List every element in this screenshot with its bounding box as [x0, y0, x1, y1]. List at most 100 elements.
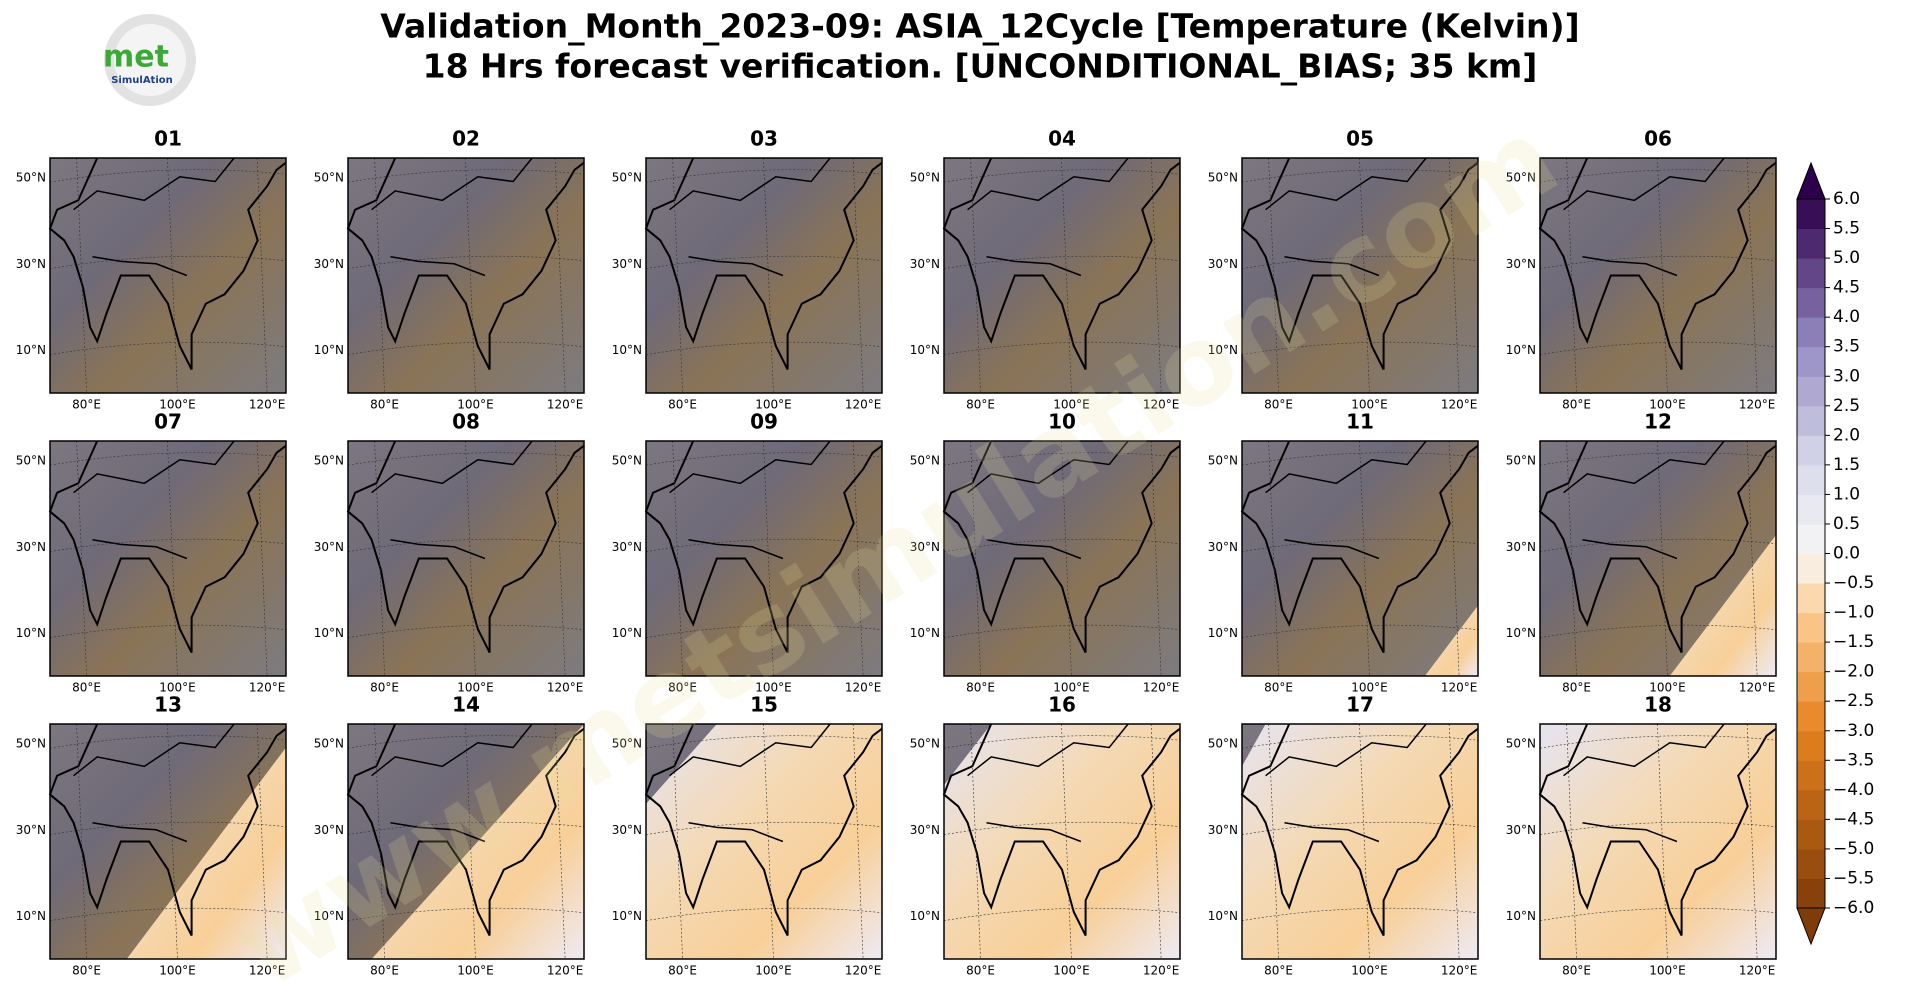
border — [371, 440, 533, 494]
lon-label: 120°E — [1739, 681, 1776, 695]
panel-title: 04 — [1048, 127, 1076, 151]
lon-label: 120°E — [1441, 964, 1478, 978]
graticule — [1539, 624, 1777, 639]
logo-word: met — [103, 40, 169, 75]
colorbar-band — [1797, 228, 1825, 259]
lat-label: 30°N — [612, 540, 642, 554]
panel-title: 16 — [1048, 693, 1076, 717]
border — [1582, 821, 1678, 843]
graticule — [347, 452, 585, 466]
colorbar-tick-label: −1.5 — [1833, 632, 1874, 652]
graticule — [1539, 821, 1777, 835]
logo-sub: SimulAtion — [111, 75, 173, 86]
colorbar-band — [1797, 583, 1825, 614]
lon-label: 120°E — [1143, 681, 1180, 695]
map-panel: 13 50°N 30°N 10°N 80°E 100°E 120°E — [16, 693, 287, 978]
lon-label: 80°E — [1264, 681, 1293, 695]
graticule — [943, 255, 1181, 269]
graticule — [672, 723, 683, 960]
panel-title: 14 — [452, 693, 480, 717]
graticule — [1539, 538, 1777, 552]
colorbar-tick-label: 4.5 — [1833, 278, 1860, 298]
graticule — [1746, 157, 1758, 394]
map-field-light — [944, 724, 1180, 959]
border — [986, 255, 1082, 277]
graticule — [1539, 452, 1777, 466]
lon-label: 100°E — [755, 398, 792, 412]
lat-label: 10°N — [910, 343, 940, 357]
lat-label: 50°N — [1208, 171, 1238, 185]
border — [688, 255, 784, 277]
colorbar-band — [1797, 848, 1825, 879]
map-field-light — [1540, 724, 1776, 959]
border — [688, 821, 784, 843]
graticule — [1359, 440, 1370, 677]
lon-label: 80°E — [966, 681, 995, 695]
lat-label: 50°N — [1208, 454, 1238, 468]
graticule — [645, 907, 883, 922]
panel-title: 09 — [750, 410, 778, 434]
map-field — [348, 441, 584, 676]
graticule — [672, 157, 683, 394]
lon-label: 80°E — [668, 964, 697, 978]
colorbar-tick-label: −6.0 — [1833, 898, 1874, 918]
border — [688, 538, 784, 560]
graticule — [1566, 440, 1577, 677]
logo: met SimulAtion — [103, 14, 196, 106]
colorbar-tick-label: 5.5 — [1833, 219, 1860, 239]
lat-label: 50°N — [16, 454, 46, 468]
graticule — [76, 157, 87, 394]
coastline — [1538, 723, 1777, 936]
lon-label: 100°E — [1649, 398, 1686, 412]
graticule — [1448, 723, 1460, 960]
graticule — [970, 157, 981, 394]
graticule — [1241, 624, 1479, 639]
graticule — [1746, 723, 1758, 960]
graticule — [1268, 723, 1279, 960]
lat-label: 10°N — [16, 343, 46, 357]
graticule — [645, 452, 883, 466]
lon-label: 100°E — [1649, 964, 1686, 978]
coastline — [942, 157, 1181, 370]
colorbar-band — [1797, 494, 1825, 525]
map-frame — [49, 723, 287, 960]
map-frame — [347, 157, 585, 394]
colorbar-tick-label: −4.0 — [1833, 780, 1874, 800]
colorbar-tick-label: 2.5 — [1833, 396, 1860, 416]
border — [371, 157, 533, 211]
lat-label: 50°N — [1506, 737, 1536, 751]
graticule — [1359, 723, 1370, 960]
graticule — [943, 735, 1181, 749]
border — [967, 723, 1129, 777]
lat-label: 50°N — [1506, 454, 1536, 468]
graticule — [1241, 907, 1479, 922]
lat-label: 50°N — [314, 737, 344, 751]
lat-label: 10°N — [1208, 343, 1238, 357]
graticule — [1241, 735, 1479, 749]
graticule — [347, 821, 585, 835]
graticule — [256, 440, 268, 677]
colorbar-band — [1797, 464, 1825, 495]
graticule — [76, 440, 87, 677]
lon-label: 80°E — [370, 681, 399, 695]
graticule — [1539, 169, 1777, 183]
border — [73, 440, 235, 494]
lon-label: 100°E — [457, 964, 494, 978]
coastline — [1240, 723, 1479, 936]
graticule — [1539, 735, 1777, 749]
graticule — [1061, 723, 1072, 960]
colorbar-tick-label: 4.0 — [1833, 307, 1860, 327]
graticule — [465, 723, 476, 960]
colorbar-tick-label: 0.5 — [1833, 514, 1860, 534]
lat-label: 30°N — [1208, 540, 1238, 554]
graticule — [1241, 169, 1479, 183]
panel-title: 11 — [1346, 410, 1374, 434]
graticule — [1657, 440, 1668, 677]
border — [73, 723, 235, 777]
graticule — [645, 538, 883, 552]
lon-label: 80°E — [668, 681, 697, 695]
coastline — [1538, 157, 1777, 370]
border — [967, 440, 1129, 494]
border — [1284, 821, 1380, 843]
lat-label: 10°N — [1506, 909, 1536, 923]
